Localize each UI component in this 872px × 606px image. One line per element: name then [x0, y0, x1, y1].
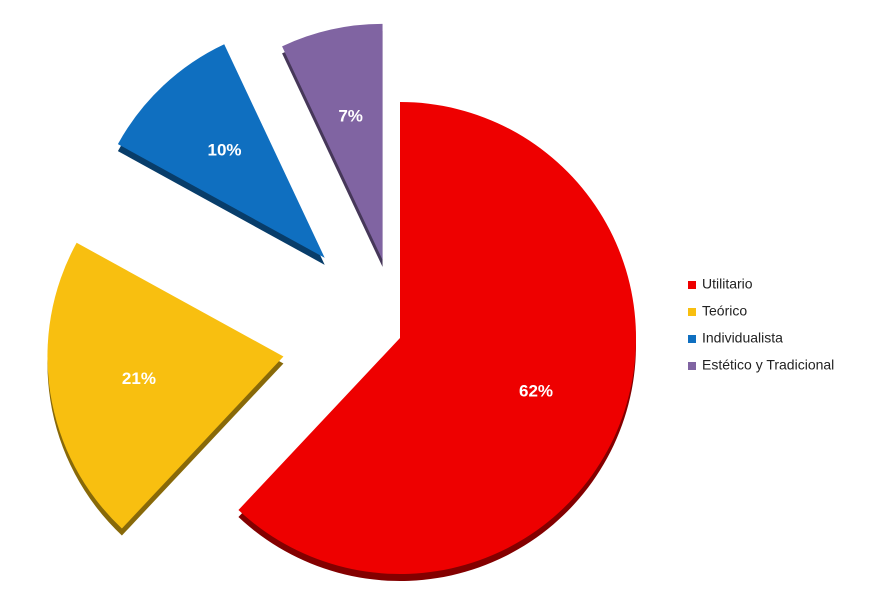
slice [282, 23, 383, 260]
legend-label: Individualista [702, 330, 783, 346]
legend-label: Teórico [702, 303, 747, 319]
value-label: 62% [519, 381, 553, 400]
legend-swatch [688, 335, 696, 343]
value-label: 21% [122, 369, 156, 388]
slice [238, 102, 637, 574]
slice [47, 242, 284, 529]
legend-label: Estético y Tradicional [702, 357, 834, 373]
legend-label: Utilitario [702, 276, 753, 292]
legend-swatch [688, 362, 696, 370]
legend-swatch [688, 281, 696, 289]
slice [117, 44, 325, 258]
legend-swatch [688, 308, 696, 316]
value-label: 7% [338, 107, 363, 126]
value-label: 10% [208, 141, 242, 160]
